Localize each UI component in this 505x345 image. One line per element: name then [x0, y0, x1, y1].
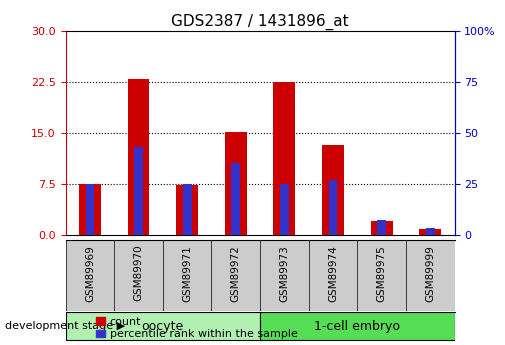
Text: GSM89970: GSM89970	[133, 245, 143, 302]
Bar	[66, 312, 260, 340]
Bar	[85, 184, 94, 235]
Text: GSM89975: GSM89975	[377, 245, 387, 302]
Text: GSM89974: GSM89974	[328, 245, 338, 302]
Text: 1-cell embryo: 1-cell embryo	[314, 319, 400, 333]
Text: development stage ▶: development stage ▶	[5, 321, 125, 331]
Text: GSM89973: GSM89973	[279, 245, 289, 302]
Text: GSM89971: GSM89971	[182, 245, 192, 302]
Bar	[79, 184, 101, 235]
Bar	[128, 79, 149, 235]
Text: GSM89972: GSM89972	[231, 245, 241, 302]
Bar	[371, 221, 392, 235]
Title: GDS2387 / 1431896_at: GDS2387 / 1431896_at	[171, 13, 349, 30]
Bar	[231, 163, 240, 235]
Bar	[426, 228, 435, 235]
Bar	[273, 82, 295, 235]
Bar	[377, 220, 386, 235]
Bar	[134, 147, 143, 235]
Text: GSM89969: GSM89969	[85, 245, 95, 302]
Bar	[322, 145, 344, 235]
Bar	[419, 229, 441, 235]
Bar	[183, 184, 191, 235]
Text: GSM89999: GSM89999	[425, 245, 435, 302]
Text: oocyte: oocyte	[142, 319, 184, 333]
Bar	[329, 180, 337, 235]
Bar	[176, 185, 198, 235]
Bar	[280, 184, 289, 235]
Legend: count, percentile rank within the sample: count, percentile rank within the sample	[96, 317, 297, 339]
Bar	[225, 132, 247, 235]
Bar	[260, 312, 454, 340]
